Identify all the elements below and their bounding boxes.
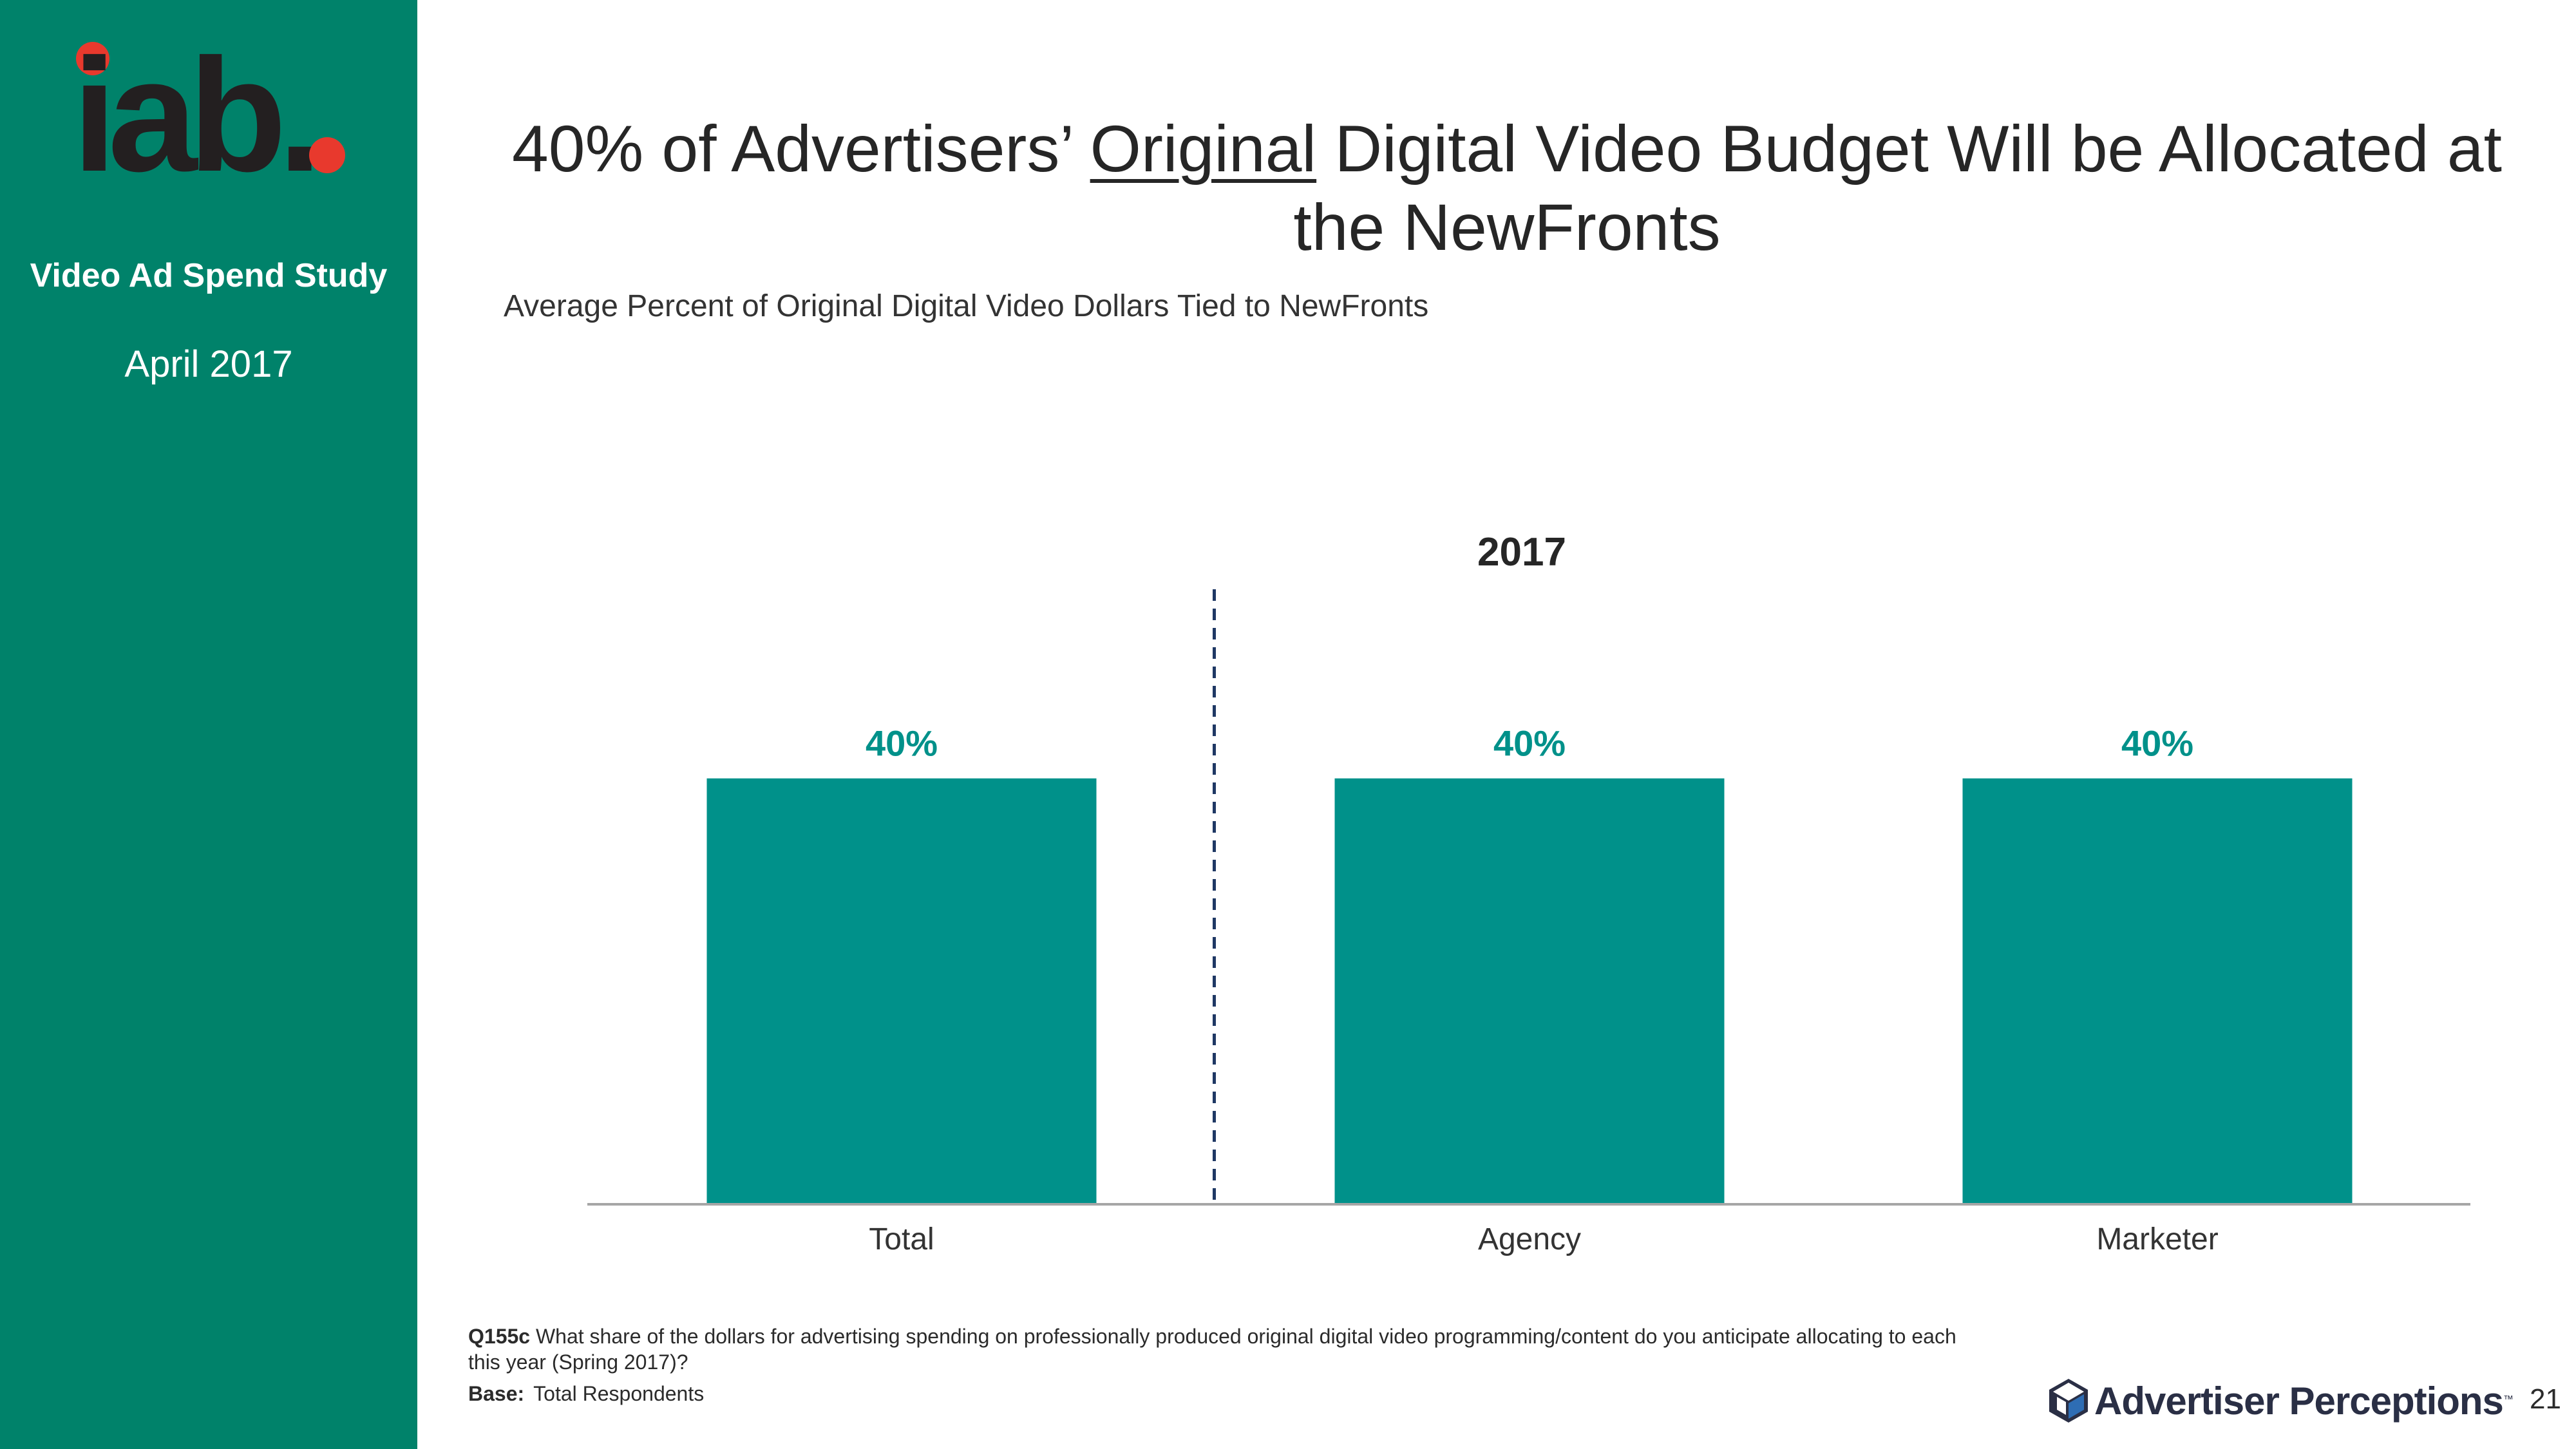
x-tick-label-agency: Agency xyxy=(1478,1222,1581,1256)
base-text: Total Respondents xyxy=(533,1382,705,1405)
footnote-question-id: Q155c xyxy=(468,1325,531,1348)
study-date: April 2017 xyxy=(124,343,293,385)
cube-icon xyxy=(2049,1379,2088,1423)
data-label-total: 40% xyxy=(866,723,938,764)
sidebar: iab. Video Ad Spend Study April 2017 xyxy=(0,0,417,1449)
footnote-question-text: What share of the dollars for advertisin… xyxy=(468,1325,1956,1374)
footnote: Q155c What share of the dollars for adve… xyxy=(468,1323,1969,1375)
study-title: Video Ad Spend Study xyxy=(30,257,388,294)
chart-subtitle: Average Percent of Original Digital Vide… xyxy=(504,289,1429,323)
bar-total xyxy=(706,778,1097,1204)
page-number: 21 xyxy=(2530,1383,2561,1415)
slide-title-part2: Digital Video Budget Will be Allocated a… xyxy=(1293,112,2502,264)
trademark-symbol: ™ xyxy=(2503,1394,2514,1405)
chart-title: 2017 xyxy=(1477,530,1566,574)
slide-title: 40% of Advertisers’ Original Digital Vid… xyxy=(489,109,2524,267)
base-label: Base: xyxy=(468,1382,525,1405)
advertiser-perceptions-name: Advertiser Perceptions xyxy=(2094,1379,2504,1423)
slide-title-part1: 40% of Advertisers’ xyxy=(511,112,1090,185)
advertiser-perceptions-logo: Advertiser Perceptions ™ xyxy=(2048,1375,2514,1426)
data-label-marketer: 40% xyxy=(2121,723,2193,764)
svg-text:iab.: iab. xyxy=(72,35,314,190)
bar-agency xyxy=(1334,778,1725,1204)
x-tick-label-total: Total xyxy=(869,1222,934,1256)
bar-chart: 2017 40% Total 40% Agency 40% Marketer xyxy=(587,530,2470,1256)
data-label-agency: 40% xyxy=(1493,723,1566,764)
iab-logo: iab. xyxy=(72,35,345,190)
x-tick-label-marketer: Marketer xyxy=(2096,1222,2218,1256)
slide-title-underlined: Original xyxy=(1090,112,1317,185)
base-note: Base: Total Respondents xyxy=(468,1382,704,1406)
bar-marketer xyxy=(1962,778,2353,1204)
